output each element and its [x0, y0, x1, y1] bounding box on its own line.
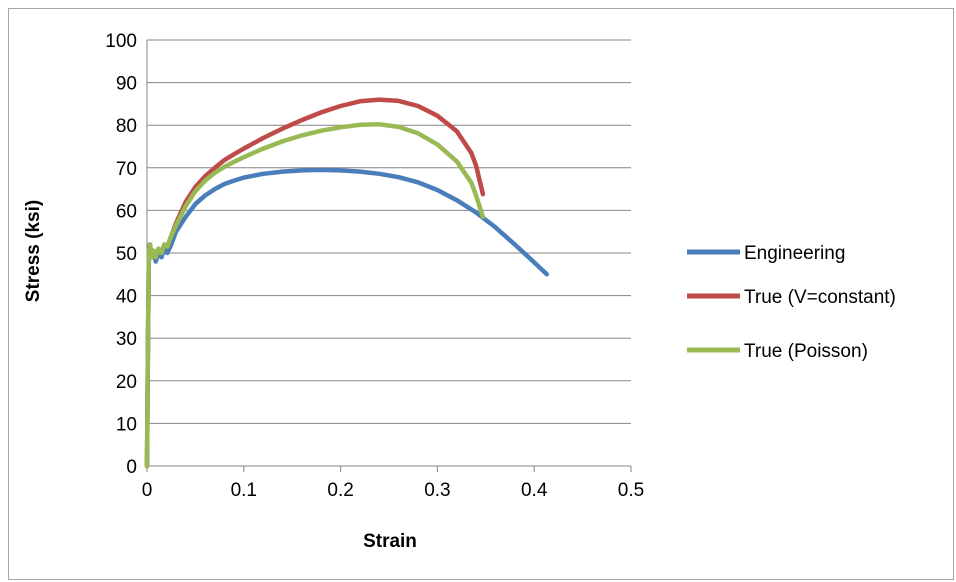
x-tick-label: 0.5 — [618, 480, 644, 501]
series-line-1 — [144, 97, 486, 469]
y-axis-title: Stress (ksi) — [23, 200, 44, 302]
legend: Engineering True (V=constant) True (Poisso… — [687, 243, 896, 362]
y-tick-label: 20 — [116, 372, 137, 393]
y-tick-label: 40 — [116, 287, 137, 308]
x-tick-label: 0.3 — [424, 480, 450, 501]
series-line-2 — [144, 122, 486, 469]
y-tick-label: 10 — [116, 414, 137, 435]
x-tick-label: 0.1 — [231, 480, 257, 501]
series-lines — [144, 97, 550, 469]
y-tick-label: 30 — [116, 329, 137, 350]
legend-label-1: True (V=constant) — [744, 287, 896, 308]
axes — [146, 40, 632, 472]
x-tick-labels: 0 0.1 0.2 0.3 0.4 0.5 — [142, 480, 645, 501]
x-tick-label: 0.4 — [521, 480, 548, 501]
x-tick-label: 0 — [142, 480, 153, 501]
y-tick-label: 100 — [105, 31, 137, 52]
series-line-0 — [144, 167, 550, 469]
y-tick-label: 80 — [116, 116, 137, 137]
chart-frame: 0 10 20 30 40 50 60 70 80 90 100 0 0.1 0.2 0.3 0.4 0.5 … — [8, 8, 954, 580]
x-axis-title: Strain — [363, 531, 417, 552]
y-tick-label: 70 — [116, 159, 137, 180]
y-tick-label: 90 — [116, 74, 137, 95]
legend-label-0: Engineering — [744, 243, 845, 264]
y-tick-labels: 0 10 20 30 40 50 60 70 80 90 100 — [105, 31, 137, 478]
x-tick-label: 0.2 — [327, 480, 353, 501]
grid-lines — [147, 39, 631, 424]
legend-label-2: True (Poisson) — [744, 341, 868, 362]
y-tick-label: 0 — [126, 457, 137, 478]
y-tick-label: 50 — [116, 244, 137, 265]
y-tick-label: 60 — [116, 201, 137, 222]
